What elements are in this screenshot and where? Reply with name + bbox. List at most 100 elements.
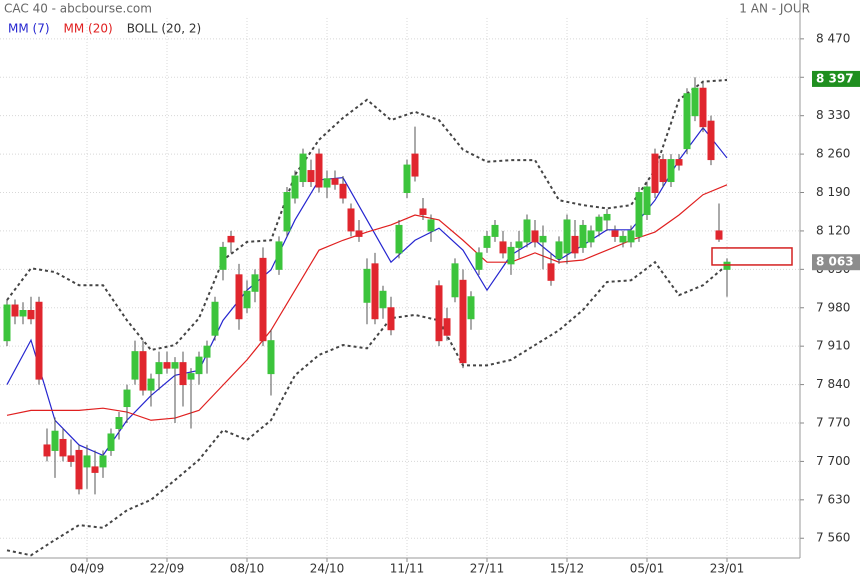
x-tick-label: 27/11: [470, 562, 505, 576]
gap-zone: [711, 247, 793, 266]
candle-body: [211, 301, 219, 336]
candle-body: [75, 449, 83, 490]
candle-body: [643, 186, 651, 215]
candle-body: [59, 438, 67, 457]
legend-entry: MM (20): [64, 22, 113, 36]
candle-body: [91, 466, 99, 473]
candle-body: [331, 178, 339, 185]
candle-body: [547, 263, 555, 281]
candle-body: [235, 274, 243, 320]
candle-body: [419, 208, 427, 215]
candle-body: [611, 230, 619, 237]
x-tick-label: 23/01: [710, 562, 745, 576]
price-marker-label: 8 063: [816, 255, 854, 269]
candle-body: [563, 219, 571, 254]
candle-body: [499, 241, 507, 254]
candle-body: [43, 444, 51, 457]
candle-body: [283, 192, 291, 232]
candle-body: [443, 318, 451, 336]
x-tick-label: 11/11: [390, 562, 425, 576]
candle-body: [403, 164, 411, 194]
candle-body: [667, 159, 675, 183]
candle-body: [123, 389, 131, 408]
candle-body: [355, 230, 363, 237]
x-tick-label: 15/12: [550, 562, 585, 576]
y-tick-label: 7 700: [816, 454, 850, 468]
price-marker-label: 8 397: [816, 71, 854, 85]
candle-body: [251, 274, 259, 292]
y-tick-label: 7 910: [816, 339, 850, 353]
candle-body: [147, 378, 155, 391]
candle-body: [475, 252, 483, 270]
legend-entry: BOLL (20, 2): [127, 22, 202, 36]
x-tick-label: 24/10: [310, 562, 345, 576]
x-tick-label: 22/09: [150, 562, 185, 576]
candle-body: [19, 310, 27, 317]
y-tick-label: 7 980: [816, 300, 850, 314]
candle-body: [275, 241, 283, 270]
candle-body: [451, 263, 459, 298]
y-tick-label: 8 470: [816, 31, 850, 45]
candle-body: [243, 290, 251, 309]
y-tick-label: 7 840: [816, 377, 850, 391]
candle-body: [347, 208, 355, 232]
overlay-line: [6, 260, 728, 557]
candle-body: [651, 153, 659, 194]
candle-body: [635, 192, 643, 237]
x-tick-label: 04/09: [70, 562, 105, 576]
candle-body: [131, 351, 139, 380]
candle-body: [115, 417, 123, 429]
candle-body: [267, 340, 275, 375]
candle-body: [707, 120, 715, 161]
candle-body: [371, 263, 379, 320]
candle-body: [259, 257, 267, 342]
candle-body: [339, 183, 347, 199]
candle-body: [363, 268, 371, 303]
y-tick-label: 8 330: [816, 108, 850, 122]
candle-body: [67, 455, 75, 462]
candle-body: [723, 261, 731, 270]
candle-body: [139, 351, 147, 391]
candle-body: [459, 279, 467, 364]
candle-body: [299, 153, 307, 183]
candle-body: [715, 230, 723, 240]
overlay-line: [6, 79, 728, 352]
y-tick-label: 8 120: [816, 223, 850, 237]
candle-body: [187, 373, 195, 380]
candle-body: [387, 307, 395, 331]
candle-body: [11, 304, 19, 317]
candle-body: [323, 178, 331, 188]
candle-body: [163, 362, 171, 369]
price-marker: [812, 70, 860, 87]
candle-body: [107, 433, 115, 451]
candle-body: [3, 304, 11, 342]
candle-body: [507, 246, 515, 265]
candle-body: [603, 213, 611, 221]
y-tick-label: 7 630: [816, 492, 850, 506]
candle-body: [35, 301, 43, 380]
candle-body: [195, 356, 203, 375]
y-tick-label: 8 260: [816, 147, 850, 161]
y-tick-label: 7 560: [816, 531, 850, 545]
period-label: 1 AN - JOUR: [739, 2, 810, 16]
candle-body: [99, 455, 107, 468]
candle-body: [515, 241, 523, 248]
chart-title: CAC 40 - abcbourse.com: [4, 2, 152, 16]
price-marker: [812, 254, 860, 271]
candle-body: [411, 153, 419, 177]
y-tick-label: 8 190: [816, 185, 850, 199]
candle-body: [691, 87, 699, 117]
x-tick-label: 08/10: [230, 562, 265, 576]
candle-body: [227, 235, 235, 243]
candle-body: [27, 310, 35, 320]
y-tick-label: 7 770: [816, 416, 850, 430]
candle-body: [435, 285, 443, 342]
candle-body: [155, 362, 163, 375]
candle-body: [291, 175, 299, 199]
candle-body: [579, 224, 587, 248]
candle-body: [307, 170, 315, 183]
legend-entry: MM (7): [8, 22, 50, 36]
candle-body: [171, 362, 179, 369]
